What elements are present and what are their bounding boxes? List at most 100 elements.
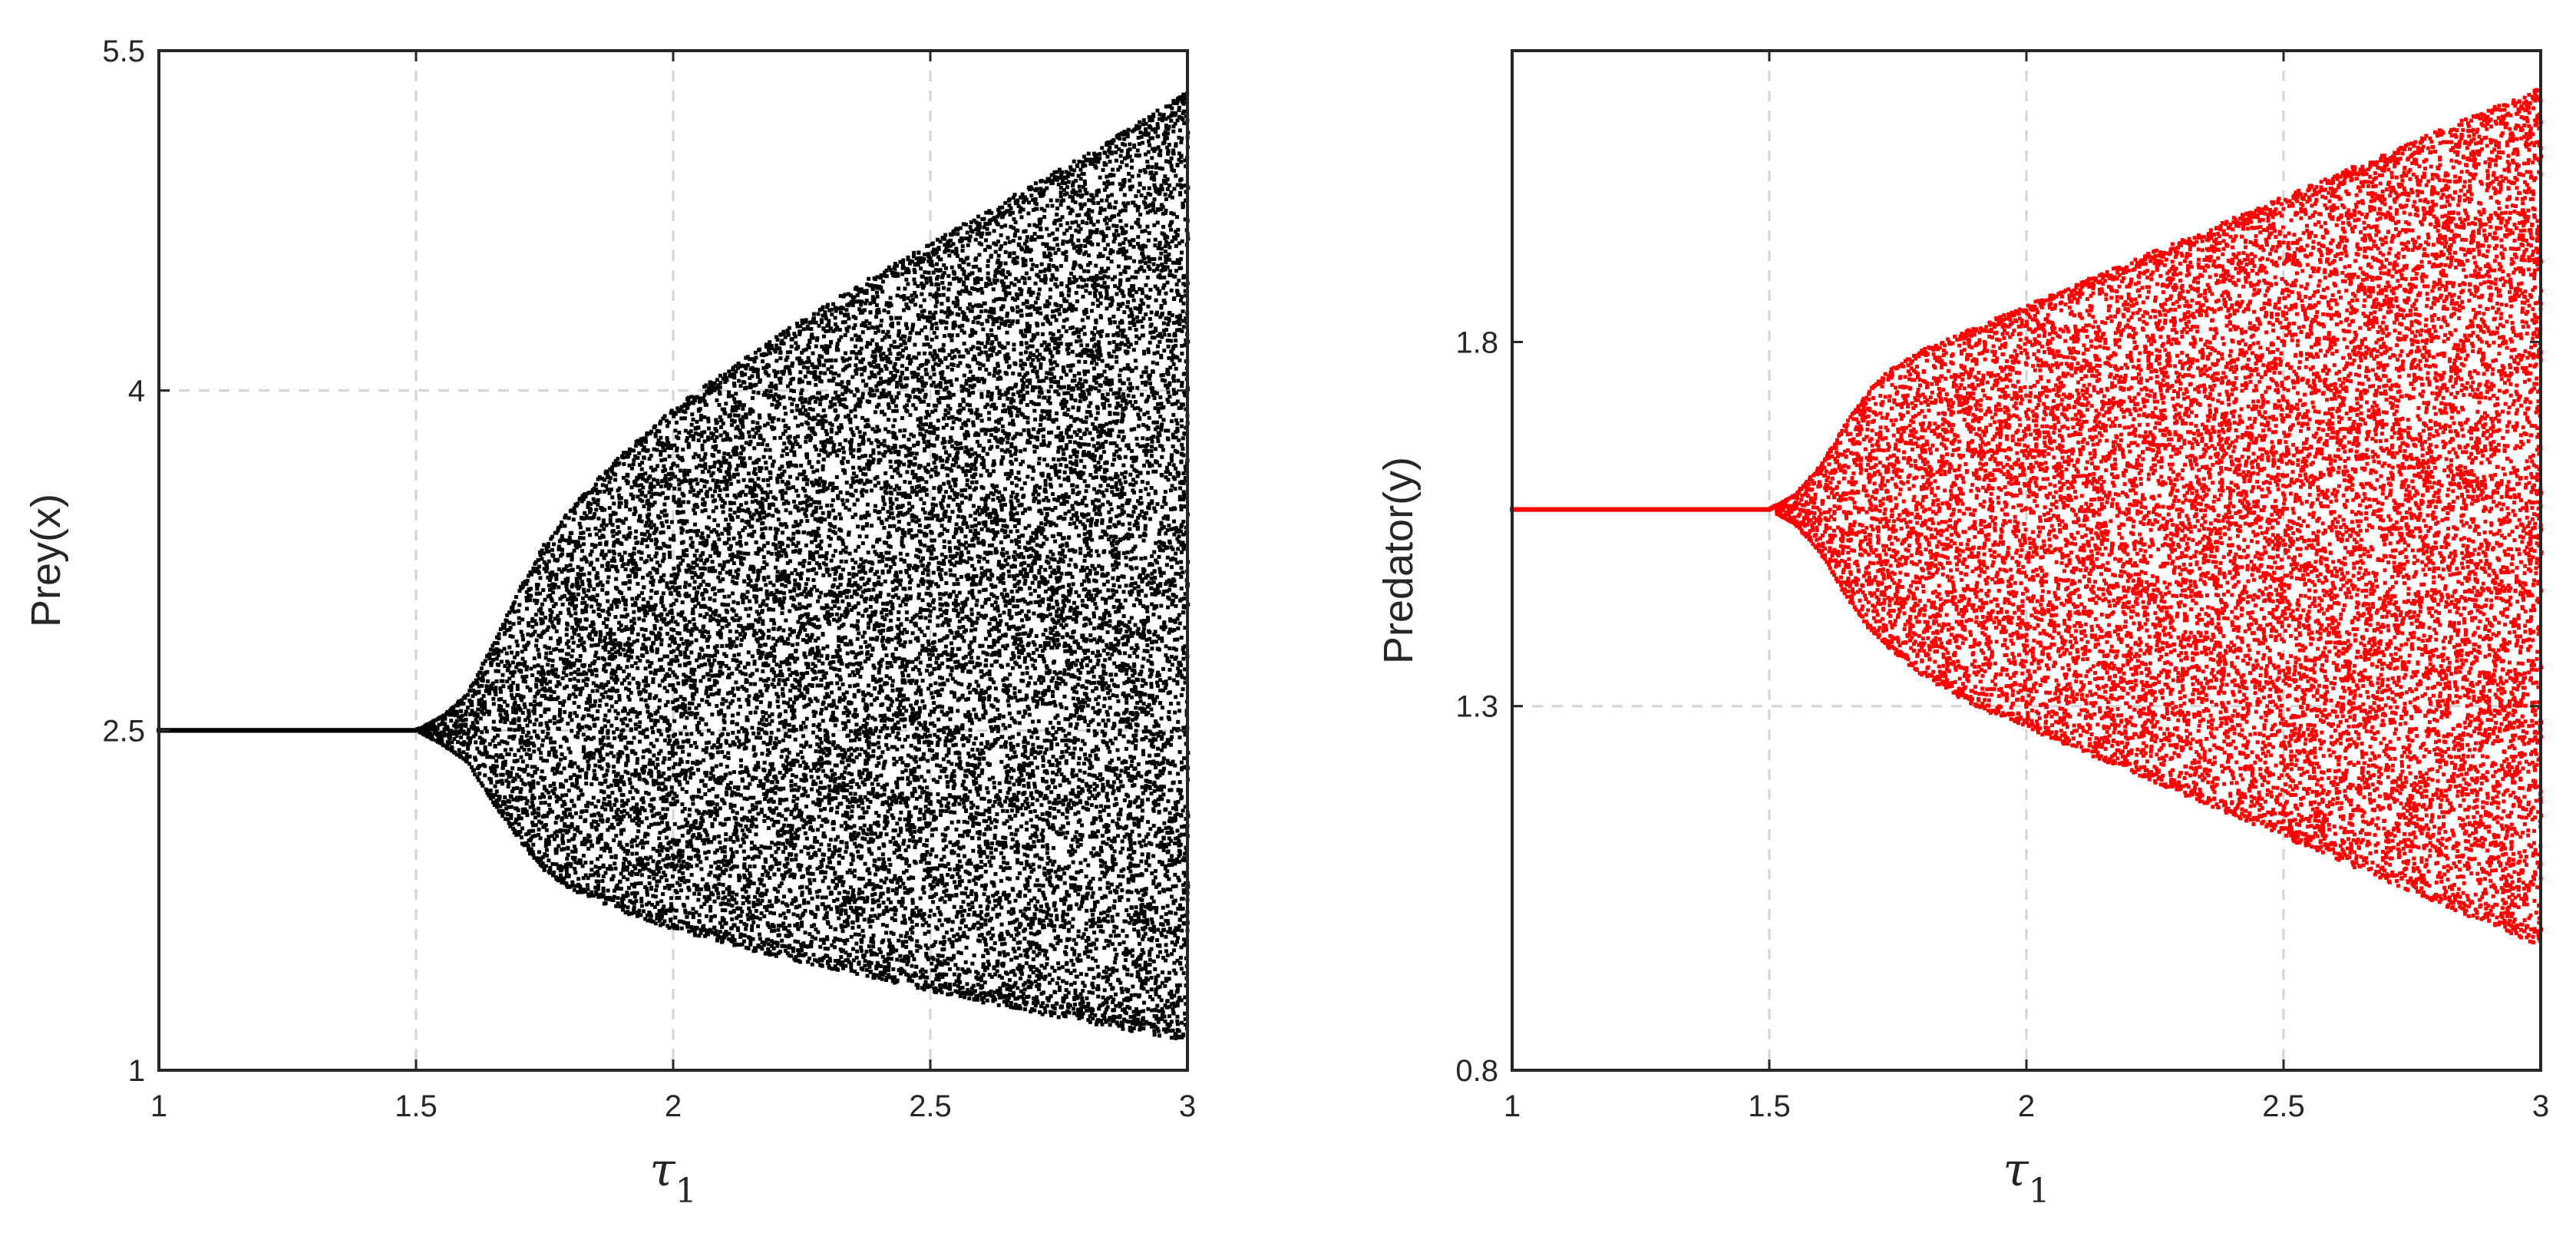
data-point — [447, 736, 452, 741]
data-point — [641, 604, 646, 609]
data-point — [735, 452, 739, 457]
data-point — [510, 673, 515, 678]
data-point — [528, 598, 533, 603]
data-point — [716, 877, 721, 881]
data-point — [563, 755, 567, 760]
data-point — [645, 840, 649, 845]
data-point — [666, 862, 671, 867]
data-point — [695, 712, 699, 716]
data-point — [497, 755, 501, 759]
data-point — [590, 490, 594, 494]
data-point — [471, 721, 475, 726]
data-point — [712, 743, 716, 748]
data-point — [689, 395, 694, 399]
data-point — [646, 573, 650, 577]
data-point — [631, 603, 636, 607]
data-point — [677, 482, 682, 487]
data-point — [724, 901, 728, 906]
data-point — [613, 783, 618, 788]
data-point — [590, 860, 594, 864]
data-point — [569, 613, 573, 618]
data-point — [715, 545, 719, 550]
data-point — [649, 902, 654, 907]
data-point — [688, 481, 692, 486]
data-point — [550, 768, 555, 772]
data-point — [712, 586, 717, 590]
data-point — [629, 630, 634, 635]
data-point — [599, 837, 603, 841]
data-point — [711, 616, 715, 621]
data-point — [537, 860, 541, 864]
data-point — [529, 593, 533, 598]
data-point — [639, 519, 644, 524]
data-point — [566, 825, 571, 829]
data-point — [617, 552, 622, 557]
data-point — [712, 518, 717, 523]
data-point — [556, 613, 560, 618]
data-point — [726, 816, 731, 821]
data-point — [683, 674, 688, 679]
data-point — [720, 925, 725, 930]
data-point — [604, 484, 609, 488]
data-point — [632, 610, 636, 614]
data-point — [656, 491, 660, 496]
data-point — [672, 719, 677, 723]
data-point — [645, 559, 649, 564]
data-point — [607, 506, 612, 511]
data-point — [502, 626, 507, 630]
data-point — [624, 763, 629, 768]
data-point — [659, 449, 663, 454]
data-point — [672, 498, 676, 503]
data-point — [523, 782, 527, 787]
data-point — [576, 795, 581, 799]
data-point — [636, 455, 640, 460]
data-point — [627, 688, 632, 693]
data-point — [657, 729, 662, 733]
data-point — [732, 419, 736, 424]
data-point — [552, 721, 556, 726]
data-point — [606, 731, 610, 736]
data-point — [598, 535, 603, 540]
data-point — [600, 587, 605, 592]
data-point — [618, 879, 623, 884]
data-point — [618, 788, 623, 792]
data-point — [544, 838, 549, 842]
data-point — [499, 705, 504, 709]
data-point — [517, 723, 521, 728]
data-point — [672, 649, 676, 653]
data-point — [679, 636, 684, 641]
data-point — [523, 705, 527, 709]
data-point — [583, 626, 588, 631]
data-point — [556, 639, 560, 643]
data-point — [528, 838, 533, 843]
data-point — [731, 591, 735, 596]
data-point — [616, 752, 621, 756]
data-point — [607, 800, 612, 805]
data-point — [741, 894, 745, 899]
data-point — [662, 557, 666, 561]
data-point — [668, 739, 672, 743]
data-point — [526, 621, 530, 626]
data-point — [505, 769, 510, 774]
data-point — [683, 681, 688, 686]
data-point — [663, 873, 668, 878]
data-point — [609, 564, 614, 569]
data-point — [652, 484, 656, 489]
data-point — [567, 535, 572, 540]
data-point — [665, 821, 669, 825]
data-point — [500, 679, 505, 683]
data-point — [726, 755, 731, 760]
data-point — [672, 742, 677, 746]
data-point — [558, 597, 563, 601]
data-point — [562, 736, 566, 741]
data-point — [604, 641, 609, 646]
data-point — [504, 709, 509, 714]
data-point — [583, 511, 587, 515]
data-point — [548, 868, 553, 872]
data-point — [616, 886, 620, 891]
data-point — [690, 835, 695, 839]
data-point — [658, 492, 662, 497]
data-point — [732, 804, 737, 808]
data-point — [700, 877, 705, 881]
data-point — [573, 627, 578, 632]
